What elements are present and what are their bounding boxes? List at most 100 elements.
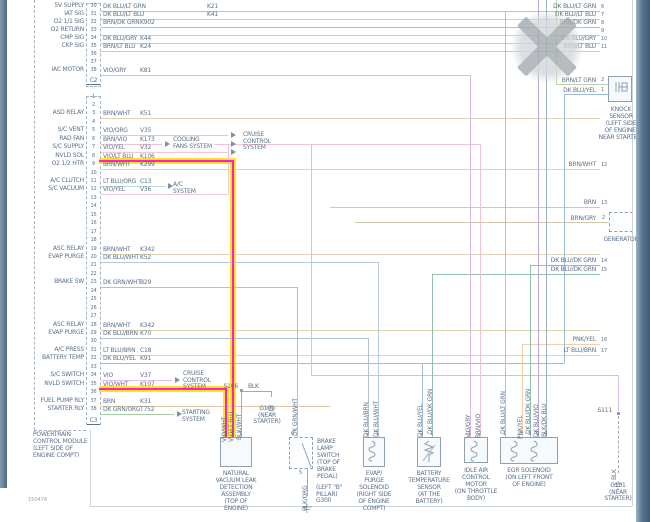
wire-segment[interactable] (530, 265, 600, 266)
wire-segment[interactable] (368, 338, 369, 437)
pcm-signal-label: EVAP PURGE (48, 329, 84, 336)
wire-color-label: DK BLU/WHT (103, 254, 140, 261)
wire-color-label: BRN/LT GRN (561, 77, 596, 84)
wire-C13[interactable] (101, 186, 165, 187)
wire-K342[interactable] (101, 254, 600, 255)
wire-color-label: DK BLU/GRY (103, 35, 138, 42)
wire-color-label-vertical: VIO/WHT (221, 416, 228, 442)
wire-V35[interactable] (101, 135, 228, 136)
wire-K52[interactable] (101, 262, 378, 263)
component-box-generator[interactable] (609, 212, 633, 232)
component-box-egr-solenoid[interactable] (500, 437, 558, 464)
wire-K299[interactable] (101, 169, 600, 170)
wire-color-label: DK BLU/YEL (103, 355, 136, 362)
pcm-pin-number: 6 (92, 136, 95, 142)
wire-color-label-vertical: DK BLU/LT GRN (500, 391, 507, 434)
callout-arrow-icon (165, 141, 170, 147)
component-pin-number: 5 (299, 470, 302, 476)
wire-color-label: DK BLU/YEL (563, 87, 596, 94)
wire-K91[interactable] (101, 363, 564, 364)
pcm-module-label: POWERTRAIN CONTROL MODULE (LEFT SIDE OF … (33, 431, 88, 459)
coil-symbol-icon (367, 440, 377, 466)
wire-segment[interactable] (214, 144, 480, 145)
wire-K902[interactable] (101, 27, 600, 28)
edge-pin-number: 12 (601, 162, 607, 168)
wire-K41[interactable] (101, 19, 600, 20)
wire-K31[interactable] (101, 406, 330, 407)
wire-K70[interactable] (101, 338, 368, 339)
pcm-signal-label: BATTERY TEMP (42, 354, 84, 361)
wire-segment[interactable] (618, 416, 619, 473)
wire-segment[interactable] (522, 344, 523, 437)
component-label: GENERATOR (603, 236, 639, 243)
highlighted-wire[interactable] (99, 388, 227, 390)
wire-K51[interactable] (101, 118, 600, 119)
wire-K81[interactable] (101, 75, 470, 76)
wire-K342[interactable] (101, 330, 600, 331)
wire-color-label: BRN/WHT (103, 246, 131, 253)
highlighted-wire[interactable] (99, 160, 234, 162)
wire-T752[interactable] (101, 414, 174, 415)
component-box-brake-lamp-switch[interactable] (289, 437, 313, 469)
pcm-pin-number: 16 (90, 220, 97, 226)
wire-segment[interactable] (311, 144, 312, 375)
wire-segment[interactable] (538, 0, 539, 437)
component-box-idle-air-control-motor[interactable] (464, 437, 488, 463)
wire-K21[interactable] (101, 11, 600, 12)
wire-C18[interactable] (101, 355, 600, 356)
pcm-pin-number: 21 (90, 262, 97, 268)
pcm-pin-number: 36 (90, 389, 97, 395)
wire-segment[interactable] (470, 75, 471, 437)
wire-V36[interactable] (101, 194, 228, 195)
ground-label: STARTER) (253, 418, 281, 425)
circuit-code-label: K106 (140, 153, 155, 160)
wire-segment[interactable] (243, 391, 271, 392)
wire-segment[interactable] (505, 11, 506, 437)
wire-segment[interactable] (241, 390, 242, 437)
component-box-nvld-assembly[interactable] (220, 437, 252, 467)
wire-segment[interactable] (228, 144, 229, 194)
pcm-pin-number: 10 (90, 170, 97, 176)
pcm-pin-number: 17 (90, 229, 97, 235)
wire-B29[interactable] (101, 287, 297, 288)
edge-pin-number: 13 (601, 200, 607, 206)
wire-V32[interactable] (101, 152, 228, 153)
wire-segment[interactable] (355, 222, 609, 223)
wire-33[interactable] (101, 35, 600, 36)
wire-segment[interactable] (618, 375, 619, 411)
wire-segment[interactable] (522, 344, 600, 345)
pcm-signal-label: IAC MOTOR (51, 66, 84, 73)
pcm-pin-number: 28 (90, 322, 97, 328)
wire-segment[interactable] (311, 375, 618, 376)
highlighted-wire[interactable] (225, 388, 227, 437)
wire-segment[interactable] (378, 262, 379, 437)
wire-segment[interactable] (422, 363, 423, 437)
component-label: ENGINE) (224, 505, 248, 512)
wire-segment[interactable] (564, 94, 565, 363)
wire-segment[interactable] (480, 144, 481, 437)
wire-segment[interactable] (307, 469, 308, 496)
wire-segment[interactable] (556, 84, 608, 85)
pcm-outline (34, 0, 35, 430)
wire-segment[interactable] (297, 287, 298, 437)
wire-K44[interactable] (101, 43, 600, 44)
wire-K173[interactable] (101, 144, 162, 145)
pcm-label-line: (LEFT SIDE OF (33, 445, 73, 452)
wire-segment[interactable] (530, 265, 531, 437)
wire-segment[interactable] (271, 391, 272, 397)
wire-segment[interactable] (330, 207, 600, 208)
component-box-evap-purge-solenoid[interactable] (363, 437, 385, 467)
wire-segment[interactable] (432, 274, 433, 437)
wire-V37[interactable] (101, 380, 172, 381)
wire-segment[interactable] (564, 94, 608, 95)
highlighted-wire[interactable] (232, 160, 234, 437)
ground-label: G101 (610, 482, 626, 489)
wire-color-label: VIO/ORG (103, 127, 128, 134)
pcm-pin-number: 34 (90, 372, 97, 378)
component-box-knock-sensor[interactable] (608, 76, 632, 102)
wire-segment[interactable] (432, 274, 600, 275)
wire-segment[interactable] (546, 0, 547, 437)
wire-K24[interactable] (101, 51, 600, 52)
ground-icon (612, 475, 624, 494)
